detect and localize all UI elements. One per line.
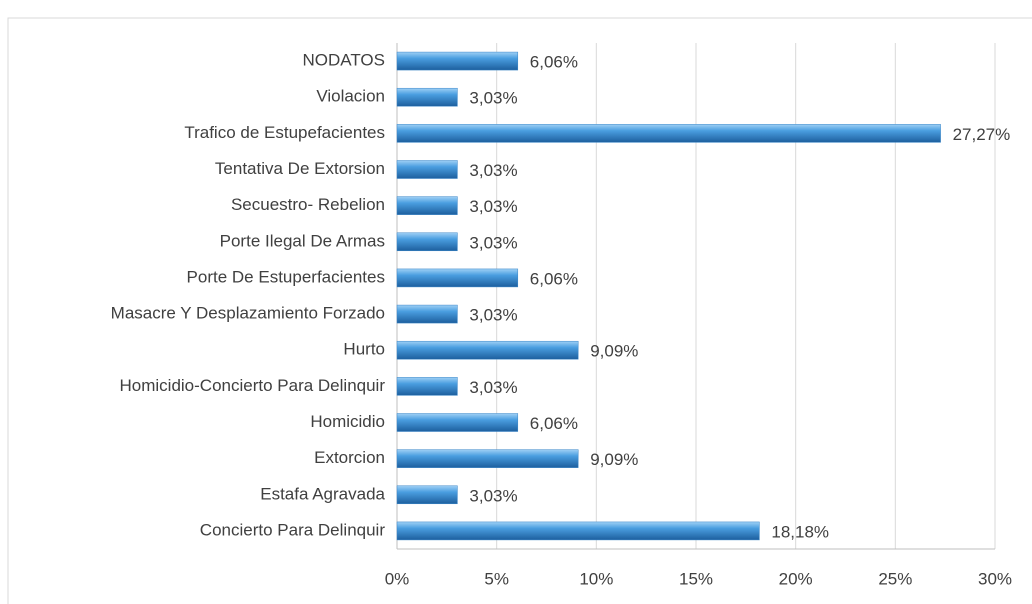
- y-tick-label: Homicidio: [310, 412, 385, 431]
- y-tick-label: Secuestro- Rebelion: [231, 195, 385, 214]
- y-tick-label: Porte De Estuperfacientes: [187, 267, 385, 286]
- bar: [396, 196, 458, 215]
- data-label: 27,27%: [953, 125, 1011, 144]
- x-tick-label: 20%: [779, 569, 813, 588]
- y-tick-label: Tentativa De Extorsion: [215, 159, 385, 178]
- x-tick-label: 15%: [679, 569, 713, 588]
- y-tick-label: NODATOS: [303, 51, 386, 70]
- data-label: 3,03%: [469, 197, 517, 216]
- data-label: 6,06%: [530, 53, 578, 72]
- data-label: 9,09%: [590, 342, 638, 361]
- x-tick-label: 25%: [878, 569, 912, 588]
- bar: [396, 485, 458, 505]
- data-label: 6,06%: [530, 269, 578, 288]
- bar: [396, 87, 458, 107]
- x-tick-label: 5%: [484, 569, 509, 588]
- y-tick-label: Concierto Para Delinquir: [200, 520, 386, 539]
- data-label: 3,03%: [469, 306, 517, 325]
- data-label: 3,03%: [469, 89, 517, 108]
- bar: [396, 521, 760, 541]
- y-tick-label: Estafa Agravada: [260, 484, 385, 503]
- y-tick-label: Extorcion: [314, 448, 385, 467]
- bar: [396, 304, 458, 324]
- bar: [396, 268, 519, 288]
- bar: [396, 340, 579, 360]
- y-tick-label: Violacion: [316, 87, 385, 106]
- data-label: 18,18%: [771, 522, 829, 541]
- y-tick-label: Masacre Y Desplazamiento Forzado: [111, 304, 385, 323]
- bar: [396, 160, 458, 179]
- data-label: 9,09%: [590, 450, 638, 469]
- y-tick-label: Porte Ilegal De Armas: [220, 231, 385, 250]
- data-label: 3,03%: [469, 233, 517, 252]
- bar: [396, 124, 941, 143]
- x-tick-label: 30%: [978, 569, 1012, 588]
- y-tick-label: Hurto: [343, 340, 385, 359]
- y-tick-label: Trafico de Estupefacientes: [184, 123, 385, 142]
- bar: [396, 232, 458, 252]
- data-label: 3,03%: [469, 486, 517, 505]
- data-label: 3,03%: [469, 378, 517, 397]
- y-tick-label: Homicidio-Concierto Para Delinquir: [120, 376, 386, 395]
- x-tick-label: 0%: [385, 569, 410, 588]
- bar: [396, 413, 519, 432]
- bar: [396, 51, 519, 71]
- x-tick-label: 10%: [579, 569, 613, 588]
- bar: [396, 377, 458, 396]
- data-label: 3,03%: [469, 161, 517, 180]
- data-label: 6,06%: [530, 414, 578, 433]
- bar: [396, 449, 579, 468]
- chart-border: [7, 17, 1032, 604]
